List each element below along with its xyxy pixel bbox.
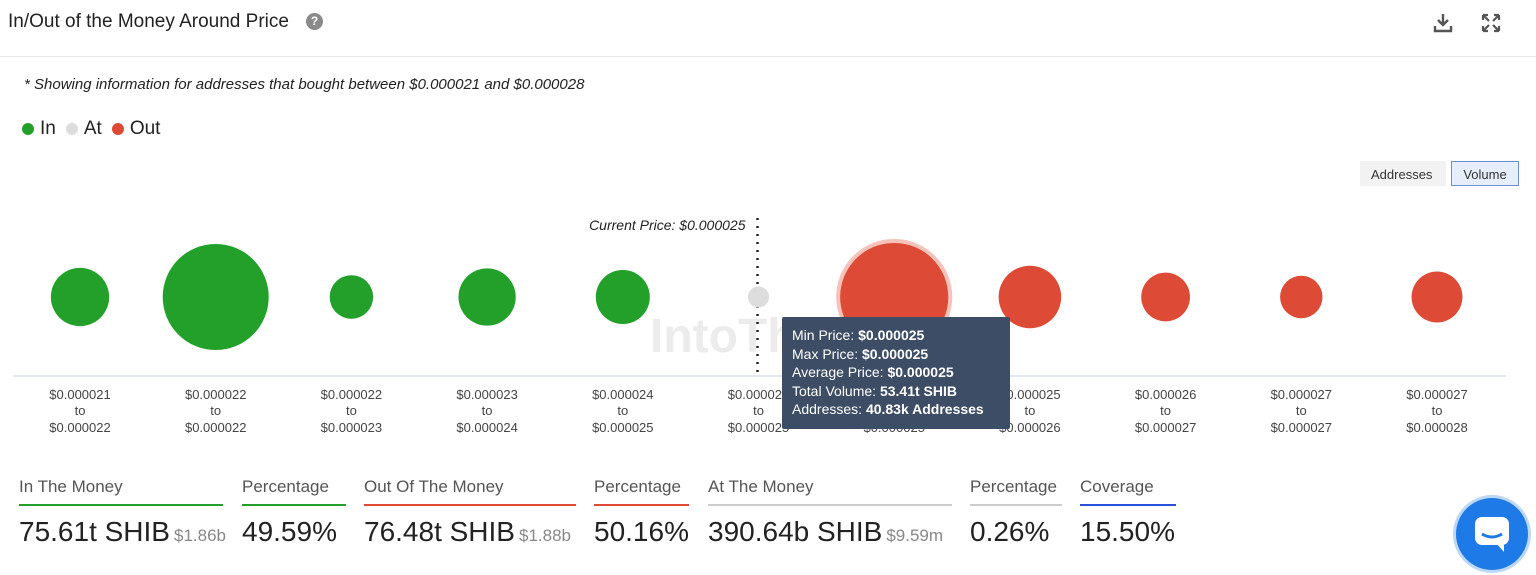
tick-label-to-word: to — [617, 403, 628, 418]
fullscreen-icon[interactable] — [1480, 12, 1502, 34]
tooltip-volume: Total Volume: 53.41t SHIB — [792, 382, 957, 399]
range-note: * Showing information for addresses that… — [24, 76, 585, 93]
stat-value: 49.59% — [242, 516, 337, 547]
stat-out-of-the-money: Out Of The Money 76.48t SHIB $1.88b — [364, 474, 576, 548]
download-icon[interactable] — [1432, 12, 1454, 34]
stat-label: At The Money — [708, 474, 952, 506]
bubble-in — [329, 275, 374, 319]
bubble-tooltip: Min Price: $0.000025 Max Price: $0.00002… — [782, 317, 1010, 429]
stat-value: 76.48t SHIB $1.88b — [364, 516, 571, 547]
tick-label-to: $0.000026 — [999, 420, 1060, 435]
widget-title: In/Out of the Money Around Price — [8, 11, 289, 32]
tick-label-to: $0.000022 — [49, 420, 110, 435]
bubble-in — [595, 269, 650, 325]
legend-dot-in — [22, 123, 34, 135]
tick-label-to-word: to — [753, 403, 764, 418]
stat-in-the-money: In The Money 75.61t SHIB $1.86b — [19, 474, 226, 548]
bubble-out — [1280, 275, 1323, 319]
bubble-in — [458, 268, 516, 326]
tick-label-to-word: to — [482, 403, 493, 418]
tick-label-to: $0.000027 — [1271, 420, 1332, 435]
tick-label-to: $0.000025 — [728, 420, 789, 435]
tick-label-from: $0.000022 — [321, 387, 382, 402]
bubble-out — [998, 265, 1062, 329]
tick-label-from: $0.000027 — [1406, 387, 1467, 402]
stat-coverage: Coverage 15.50% — [1080, 474, 1176, 548]
tick-label-to: $0.000025 — [592, 420, 653, 435]
stat-in-percentage: Percentage 49.59% — [242, 474, 346, 548]
legend-label-at: At — [83, 118, 102, 139]
tick-label-from: $0.000026 — [1135, 387, 1196, 402]
legend-label-out: Out — [129, 118, 161, 139]
stat-value: 50.16% — [594, 516, 689, 547]
stat-label: Percentage — [970, 474, 1062, 506]
toggle-volume-button[interactable]: Volume — [1451, 161, 1519, 186]
tick-label-to-word: to — [1024, 403, 1035, 418]
tick-label-to: $0.000022 — [185, 420, 246, 435]
stat-label: Percentage — [242, 474, 346, 506]
legend-item-in[interactable]: In — [22, 118, 56, 140]
legend-item-out[interactable]: Out — [111, 118, 161, 140]
tick-label-to-word: to — [75, 403, 86, 418]
tick-label-to: $0.000023 — [321, 420, 382, 435]
tick-label-from: $0.000027 — [1271, 387, 1332, 402]
legend: In At Out — [22, 118, 170, 140]
stat-value: 15.50% — [1080, 516, 1175, 547]
stat-value: 75.61t SHIB $1.86b — [19, 516, 226, 547]
bubble-at — [747, 286, 770, 308]
tick-label-from: $0.000025 — [999, 387, 1060, 402]
stat-value: 390.64b SHIB $9.59m — [708, 516, 944, 547]
tick-label-to-word: to — [346, 403, 357, 418]
tick-label-to-word: to — [1160, 403, 1171, 418]
tooltip-min-price: Min Price: $0.000025 — [792, 327, 925, 343]
legend-dot-at — [65, 123, 78, 135]
bubble-in — [50, 267, 110, 327]
tick-label-to: $0.000024 — [456, 420, 517, 435]
tick-label-to-word: to — [1432, 403, 1443, 418]
current-price-label: Current Price: $0.000025 — [589, 217, 746, 233]
tick-label-to: $0.000028 — [1406, 420, 1467, 435]
stat-label: Out Of The Money — [364, 474, 576, 506]
question-circle-icon[interactable]: ? — [306, 13, 323, 30]
legend-label-in: In — [40, 118, 56, 139]
stat-value: 0.26% — [970, 516, 1050, 547]
stat-at-percentage: Percentage 0.26% — [970, 474, 1062, 548]
toggle-addresses-button[interactable]: Addresses — [1360, 161, 1446, 186]
legend-dot-out — [111, 123, 124, 135]
stat-label: Coverage — [1080, 474, 1176, 506]
legend-item-at[interactable]: At — [65, 118, 102, 140]
tick-label-from: $0.000025 — [728, 387, 789, 402]
widget-header: In/Out of the Money Around Price ? — [0, 0, 1536, 57]
bubble-out — [1141, 272, 1190, 322]
tooltip-addresses: Addresses: 40.83k Addresses — [792, 401, 984, 417]
tooltip-avg-price: Average Price: $0.000025 — [792, 364, 954, 380]
bubble-out — [1411, 271, 1463, 323]
stat-at-the-money: At The Money 390.64b SHIB $9.59m — [708, 474, 952, 548]
chat-bubble-icon — [1475, 517, 1509, 552]
tick-label-to: $0.000027 — [1135, 420, 1196, 435]
tick-label-to-word: to — [210, 403, 221, 418]
bubble-in — [162, 244, 269, 350]
tick-label-to-word: to — [1296, 403, 1307, 418]
tick-label-from: $0.000021 — [49, 387, 110, 402]
stat-out-percentage: Percentage 50.16% — [594, 474, 689, 548]
tick-label-from: $0.000022 — [185, 387, 246, 402]
stat-label: Percentage — [594, 474, 689, 506]
stat-label: In The Money — [19, 474, 223, 506]
tick-label-from: $0.000023 — [456, 387, 517, 402]
tick-label-from: $0.000024 — [592, 387, 653, 402]
chat-button[interactable] — [1456, 498, 1528, 570]
tooltip-max-price: Max Price: $0.000025 — [792, 345, 929, 362]
